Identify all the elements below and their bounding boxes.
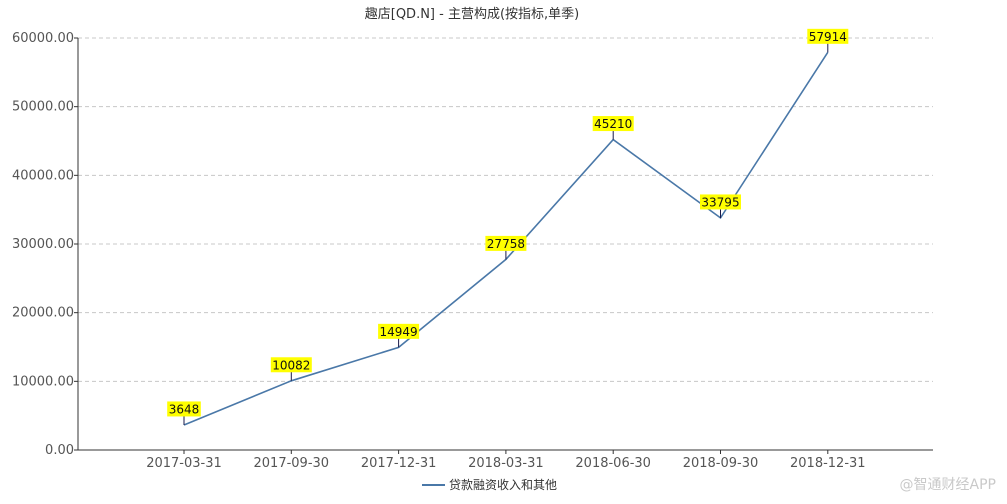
data-labels: 3648 10082 14949 27758 45210 33795 57914 [167, 28, 849, 425]
data-label: 10082 [272, 358, 310, 372]
y-tick-label: 20000.00 [12, 306, 74, 321]
x-tick-label: 2018-12-31 [790, 456, 866, 471]
x-tick-label: 2017-09-30 [254, 456, 330, 471]
y-tick-label: 0.00 [45, 443, 74, 458]
x-tick-label: 2017-12-31 [361, 456, 437, 471]
y-tick-label: 60000.00 [12, 31, 74, 46]
watermark-text: @智通财经APP [900, 477, 996, 493]
y-axis-ticks: 0.00 10000.00 20000.00 30000.00 40000.00 5000… [12, 31, 78, 458]
x-tick-label: 2018-03-31 [468, 456, 544, 471]
data-label: 33795 [701, 195, 739, 209]
legend: 贷款融资收入和其他 [422, 478, 557, 492]
data-label-bg [700, 194, 741, 210]
data-label: 45210 [594, 117, 632, 131]
x-axis-ticks: 2017-03-31 2017-09-30 2017-12-31 2018-03-31… [146, 450, 866, 471]
data-label-bg [270, 357, 312, 373]
chart-title: 趣店[QD.N] - 主营构成(按指标,单季) [365, 7, 579, 22]
y-tick-label: 30000.00 [12, 237, 74, 252]
data-label: 57914 [809, 30, 847, 44]
y-tick-label: 50000.00 [12, 100, 74, 115]
x-tick-label: 2018-09-30 [683, 456, 759, 471]
x-tick-label: 2017-03-31 [146, 456, 222, 471]
x-tick-label: 2018-06-30 [575, 456, 651, 471]
data-label-bg [485, 235, 527, 251]
data-label-bg [378, 323, 420, 339]
data-label-bg [167, 401, 201, 417]
y-tick-label: 10000.00 [12, 374, 74, 389]
y-tick-label: 40000.00 [12, 168, 74, 183]
data-label: 14949 [380, 325, 418, 339]
data-label-bg [807, 28, 849, 44]
grid-lines [78, 37, 933, 382]
data-label: 27758 [487, 237, 525, 251]
legend-label: 贷款融资收入和其他 [449, 478, 557, 492]
data-label-bg [592, 116, 634, 132]
data-label: 3648 [169, 402, 200, 416]
